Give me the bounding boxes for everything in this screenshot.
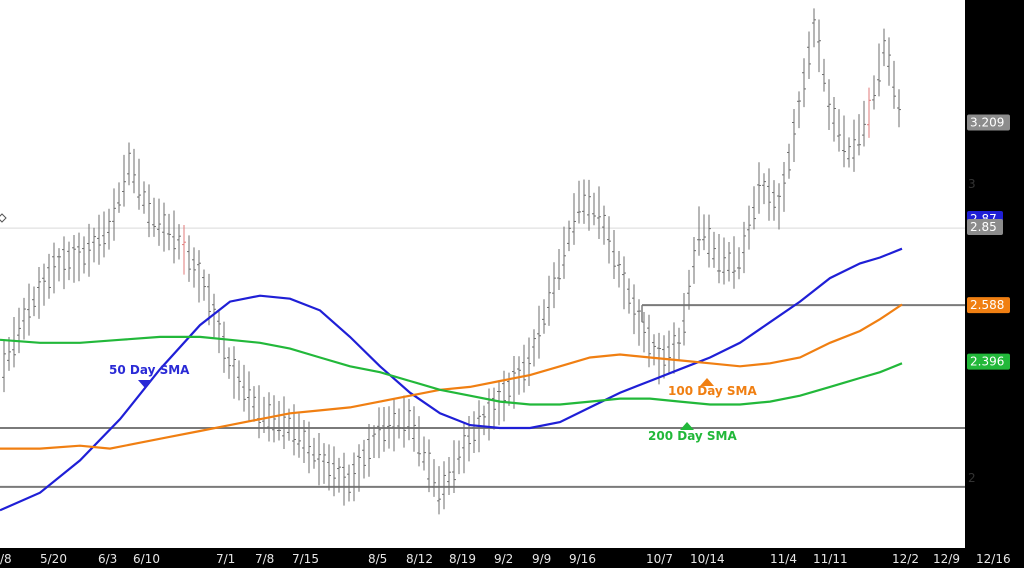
price-tag — [967, 353, 1010, 370]
price-tag — [967, 114, 1010, 131]
right-axis-panel — [965, 0, 1024, 568]
x-tick-label: 7/15 — [292, 552, 319, 566]
x-tick-label: 10/14 — [690, 552, 725, 566]
sma-marker-icon — [138, 380, 152, 388]
price-tag-label: 2.85 — [970, 220, 997, 234]
x-tick-label: 9/9 — [532, 552, 551, 566]
x-tick-label: 9/2 — [494, 552, 513, 566]
x-tick-label: 7/1 — [216, 552, 235, 566]
bottom-axis-bar — [0, 548, 1024, 568]
x-tick-label: /8 — [0, 552, 12, 566]
price-bars — [2, 8, 901, 515]
x-tick-label: 7/8 — [255, 552, 274, 566]
price-tag-label: 2.396 — [970, 355, 1004, 369]
price-tag — [967, 297, 1010, 314]
price-tag-label: 3.209 — [970, 116, 1004, 130]
x-tick-label: 12/9 — [933, 552, 960, 566]
sma-marker-icon — [700, 378, 714, 386]
sma-label: 200 Day SMA — [648, 429, 738, 443]
sma-line — [0, 303, 903, 450]
sma-line — [0, 335, 903, 406]
y-tick-label: 2 — [968, 471, 976, 485]
diamond-icon — [0, 213, 7, 223]
x-tick-label: 11/11 — [813, 552, 848, 566]
sma-marker-icon — [680, 422, 694, 430]
sma-line — [0, 247, 903, 512]
x-tick-label: 12/2 — [892, 552, 919, 566]
price-tag-label: 2.588 — [970, 298, 1004, 312]
x-tick-label: 6/10 — [133, 552, 160, 566]
x-tick-label: 11/4 — [770, 552, 797, 566]
x-tick-label: 12/16 — [976, 552, 1011, 566]
x-tick-label: 8/12 — [406, 552, 433, 566]
x-tick-label: 9/16 — [569, 552, 596, 566]
x-tick-label: 10/7 — [646, 552, 673, 566]
sma-label: 50 Day SMA — [109, 363, 190, 377]
x-tick-label: 8/19 — [449, 552, 476, 566]
x-tick-label: 6/3 — [98, 552, 117, 566]
y-tick-label: 3 — [968, 177, 976, 191]
sma-label: 100 Day SMA — [668, 384, 758, 398]
x-tick-label: 8/5 — [368, 552, 387, 566]
price-tag — [967, 219, 1003, 235]
x-tick-label: 5/20 — [40, 552, 67, 566]
